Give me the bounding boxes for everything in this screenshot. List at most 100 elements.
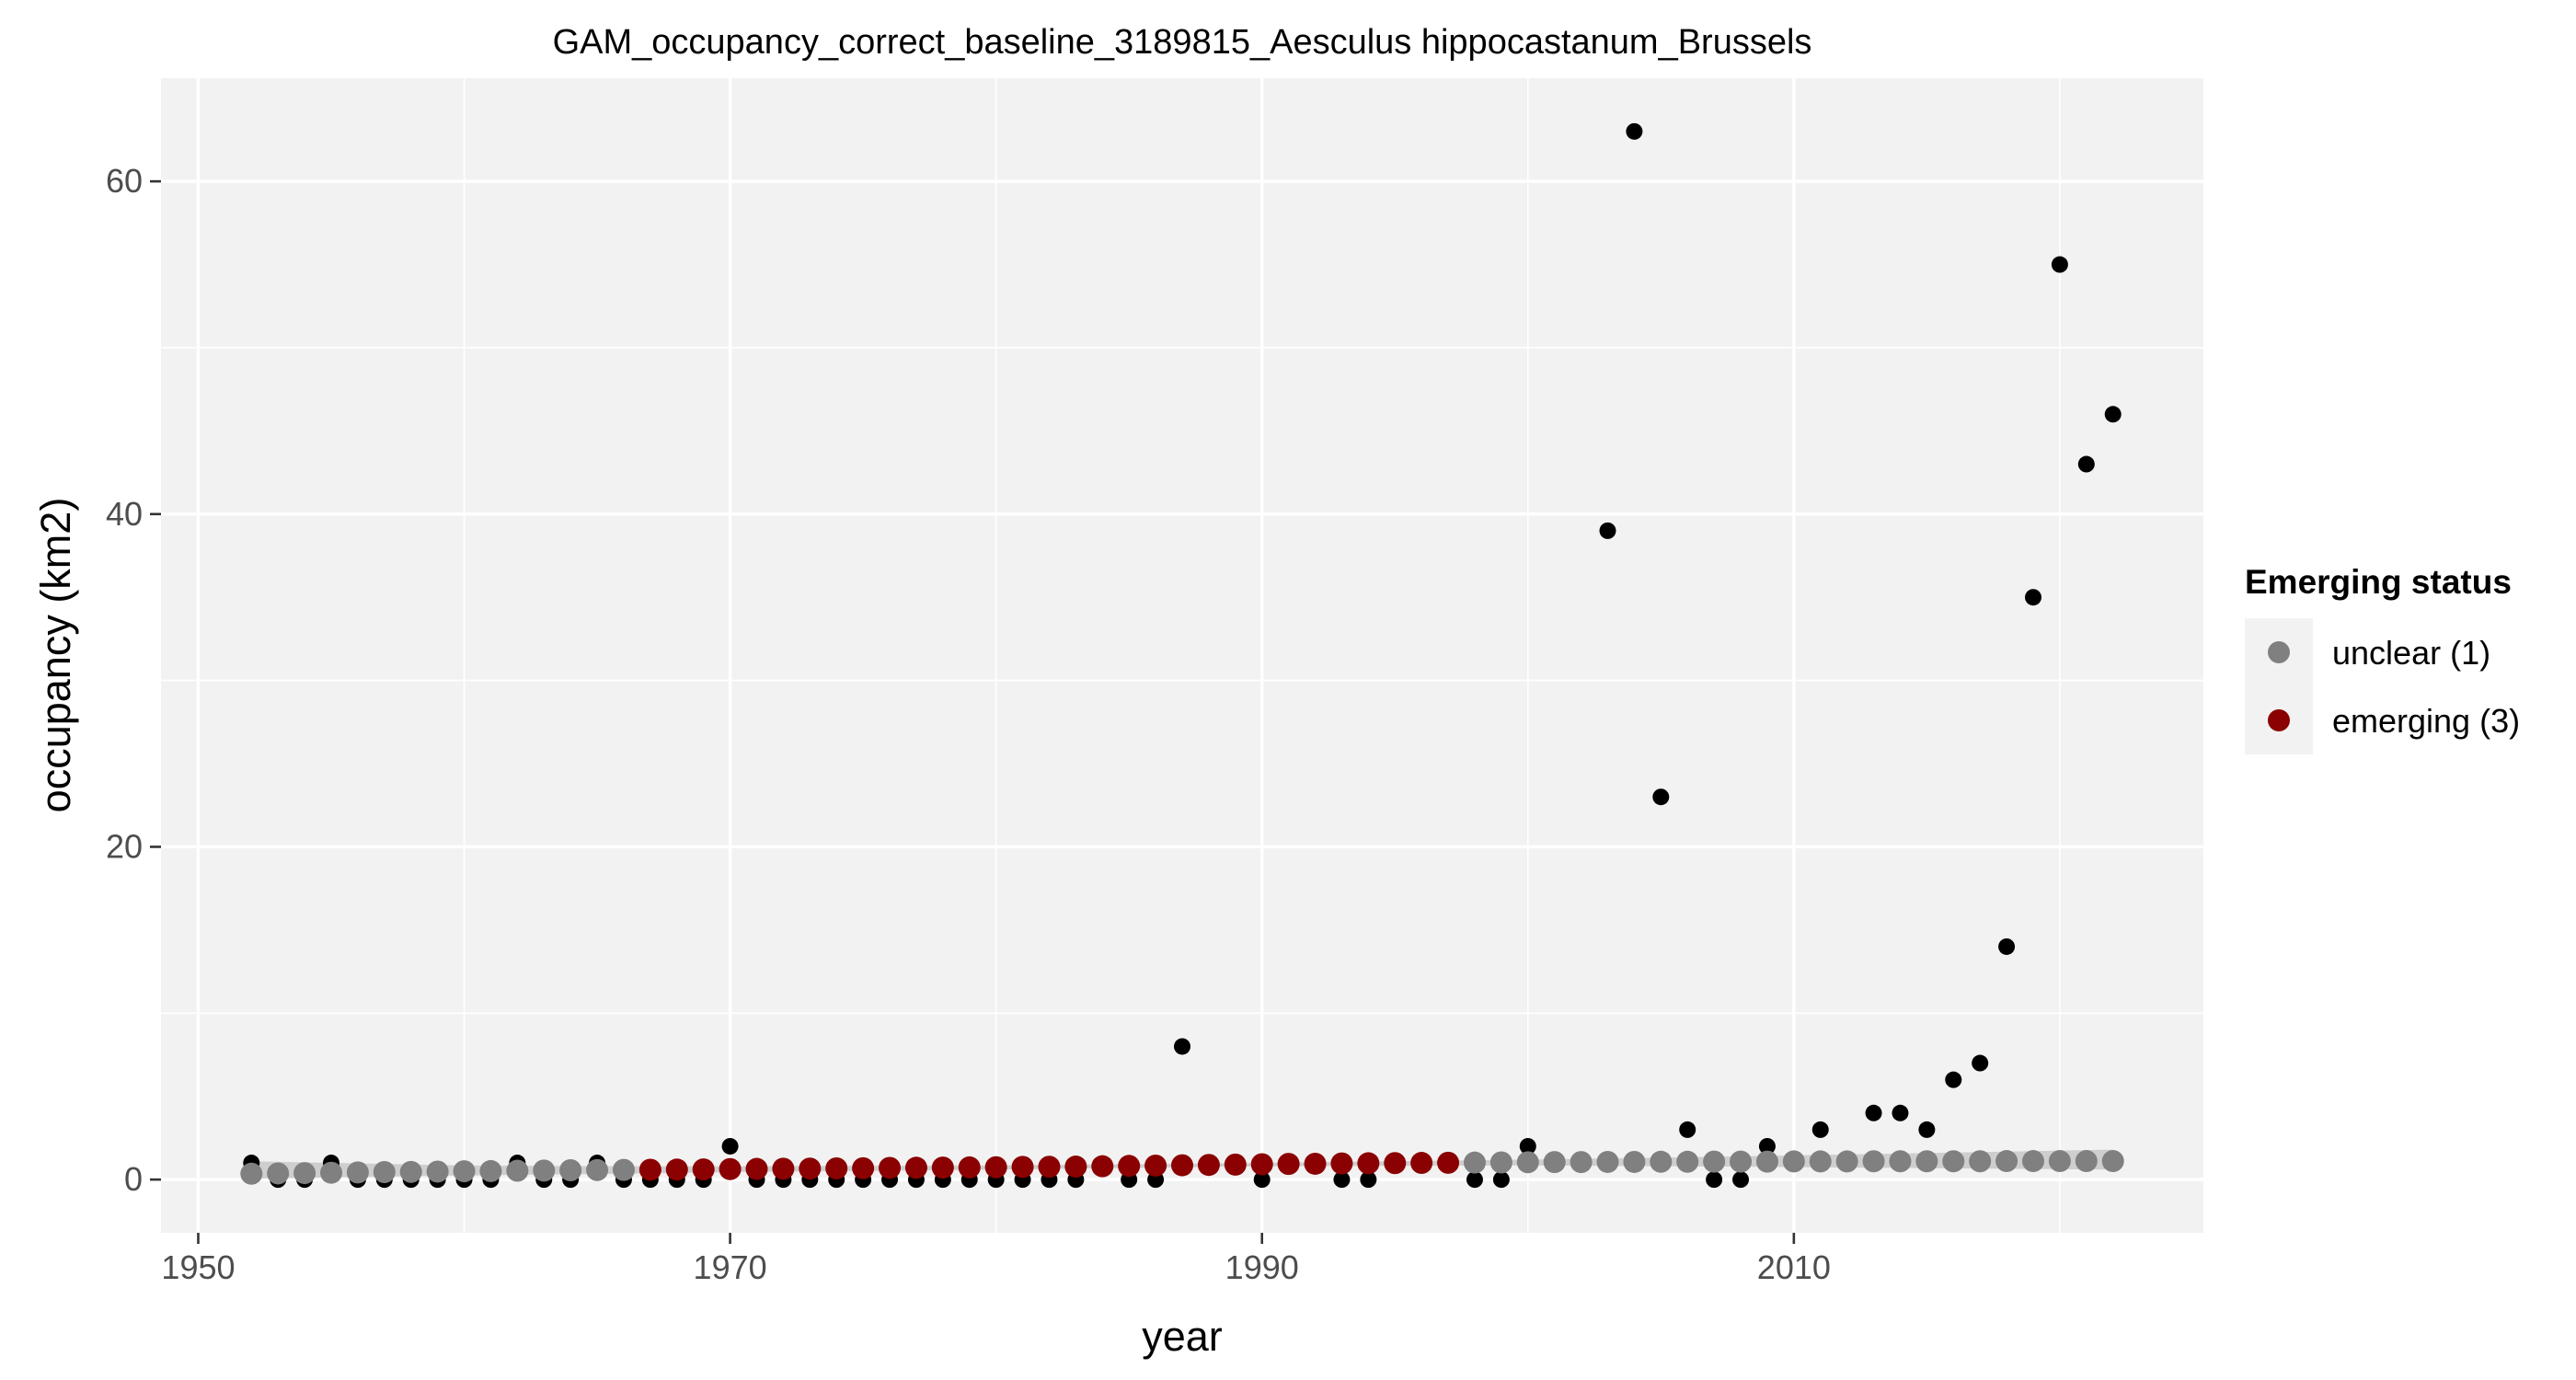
- observed-point: [1599, 522, 1616, 539]
- y-tick-label: 40: [106, 495, 143, 533]
- observed-point: [1333, 1171, 1351, 1189]
- observed-point: [1945, 1071, 1962, 1088]
- fitted-point-unclear: [346, 1161, 369, 1184]
- fitted-point-emerging: [665, 1158, 688, 1181]
- legend-items: unclear (1) emerging (3): [2245, 618, 2520, 754]
- fitted-point-emerging: [1277, 1153, 1300, 1176]
- fitted-point-emerging: [1384, 1152, 1407, 1175]
- plot-panel: [161, 78, 2203, 1233]
- fitted-point-unclear: [1543, 1151, 1566, 1174]
- fitted-point-emerging: [719, 1157, 742, 1180]
- fitted-point-emerging: [745, 1157, 768, 1180]
- fitted-point-unclear: [559, 1159, 582, 1182]
- observed-point: [1519, 1137, 1536, 1155]
- fitted-point-emerging: [879, 1156, 902, 1179]
- chart-title: GAM_occupancy_correct_baseline_3189815_A…: [553, 23, 1812, 62]
- fitted-point-unclear: [1730, 1150, 1753, 1173]
- data-points: [240, 122, 2124, 1189]
- fitted-point-emerging: [1437, 1151, 1460, 1174]
- fitted-point-unclear: [373, 1160, 396, 1183]
- observed-point: [1466, 1171, 1483, 1189]
- observed-point: [2025, 589, 2041, 606]
- fitted-point-emerging: [1011, 1156, 1034, 1179]
- fitted-point-unclear: [240, 1162, 263, 1185]
- legend-key-point: [2268, 709, 2290, 731]
- fitted-point-emerging: [931, 1156, 954, 1179]
- axes: 1950 1970 1990 2010 0 20 40 60: [106, 162, 1831, 1286]
- fitted-point-emerging: [772, 1157, 795, 1180]
- fitted-point-emerging: [692, 1158, 715, 1181]
- fitted-point-unclear: [399, 1160, 422, 1183]
- fitted-point-emerging: [638, 1158, 661, 1181]
- fitted-point-unclear: [1835, 1150, 1858, 1173]
- fitted-point-emerging: [799, 1157, 822, 1180]
- observed-point: [1174, 1038, 1190, 1055]
- observed-point: [1626, 122, 1643, 140]
- observed-point: [1892, 1104, 1909, 1121]
- fitted-point-unclear: [1862, 1150, 1885, 1173]
- fitted-point-emerging: [1118, 1155, 1141, 1178]
- fitted-point-unclear: [267, 1162, 290, 1185]
- fitted-point-unclear: [293, 1162, 316, 1185]
- fitted-point-emerging: [852, 1156, 875, 1179]
- fitted-point-unclear: [1650, 1150, 1673, 1173]
- observed-point: [1998, 937, 2016, 955]
- y-tick-label: 0: [124, 1160, 143, 1198]
- fitted-point-emerging: [1171, 1154, 1193, 1177]
- x-axis-title: year: [1142, 1313, 1223, 1360]
- fitted-point-emerging: [1224, 1153, 1247, 1176]
- fitted-point-unclear: [1755, 1150, 1778, 1173]
- observed-point: [1652, 788, 1670, 806]
- fitted-point-unclear: [1915, 1150, 1938, 1173]
- fitted-point-emerging: [1357, 1152, 1380, 1175]
- fitted-point-unclear: [612, 1158, 635, 1181]
- observed-point: [1360, 1171, 1377, 1189]
- fitted-point-unclear: [1889, 1150, 1912, 1173]
- x-tick-label: 2010: [1757, 1248, 1831, 1286]
- observed-point: [1732, 1171, 1750, 1189]
- legend-label: unclear (1): [2332, 634, 2490, 672]
- observed-point: [1706, 1171, 1723, 1189]
- observed-point: [2104, 406, 2122, 423]
- fitted-point-unclear: [1995, 1150, 2018, 1173]
- fitted-point-emerging: [1038, 1156, 1061, 1179]
- observed-point: [2077, 455, 2095, 473]
- legend-key-point: [2268, 641, 2290, 663]
- fitted-point-emerging: [1304, 1152, 1327, 1175]
- fitted-point-unclear: [1703, 1150, 1726, 1173]
- observed-point: [2051, 256, 2068, 273]
- fitted-point-emerging: [1064, 1156, 1087, 1179]
- grid-lines: [161, 78, 2203, 1233]
- fitted-point-emerging: [1410, 1152, 1433, 1175]
- observed-point: [1253, 1171, 1271, 1189]
- fitted-point-unclear: [2022, 1150, 2044, 1173]
- fitted-point-unclear: [2048, 1150, 2071, 1173]
- observed-point: [1865, 1104, 1882, 1121]
- fitted-point-unclear: [426, 1160, 449, 1183]
- fitted-point-emerging: [1330, 1152, 1353, 1175]
- fitted-point-unclear: [453, 1160, 476, 1183]
- fitted-point-emerging: [1091, 1155, 1114, 1178]
- legend: Emerging status unclear (1) emerging (3): [2245, 563, 2520, 754]
- observed-point: [1918, 1121, 1936, 1138]
- fitted-point-unclear: [1489, 1151, 1512, 1174]
- fitted-point-unclear: [320, 1161, 342, 1184]
- y-axis-title: occupancy (km2): [32, 498, 79, 813]
- observed-point: [1758, 1137, 1776, 1155]
- fitted-point-unclear: [2101, 1150, 2124, 1173]
- fitted-point-unclear: [1809, 1150, 1832, 1173]
- fitted-point-emerging: [904, 1156, 927, 1179]
- fitted-point-emerging: [984, 1156, 1007, 1179]
- fitted-point-emerging: [958, 1156, 981, 1179]
- observed-point: [1811, 1121, 1829, 1138]
- legend-title: Emerging status: [2245, 563, 2512, 601]
- fitted-point-unclear: [2075, 1150, 2098, 1173]
- fitted-point-emerging: [1144, 1154, 1167, 1177]
- fitted-point-unclear: [1942, 1150, 1965, 1173]
- observed-point: [1492, 1171, 1510, 1189]
- observed-point: [1972, 1054, 1989, 1072]
- y-tick-label: 20: [106, 827, 143, 865]
- x-tick-label: 1990: [1225, 1248, 1299, 1286]
- observed-point: [721, 1137, 739, 1155]
